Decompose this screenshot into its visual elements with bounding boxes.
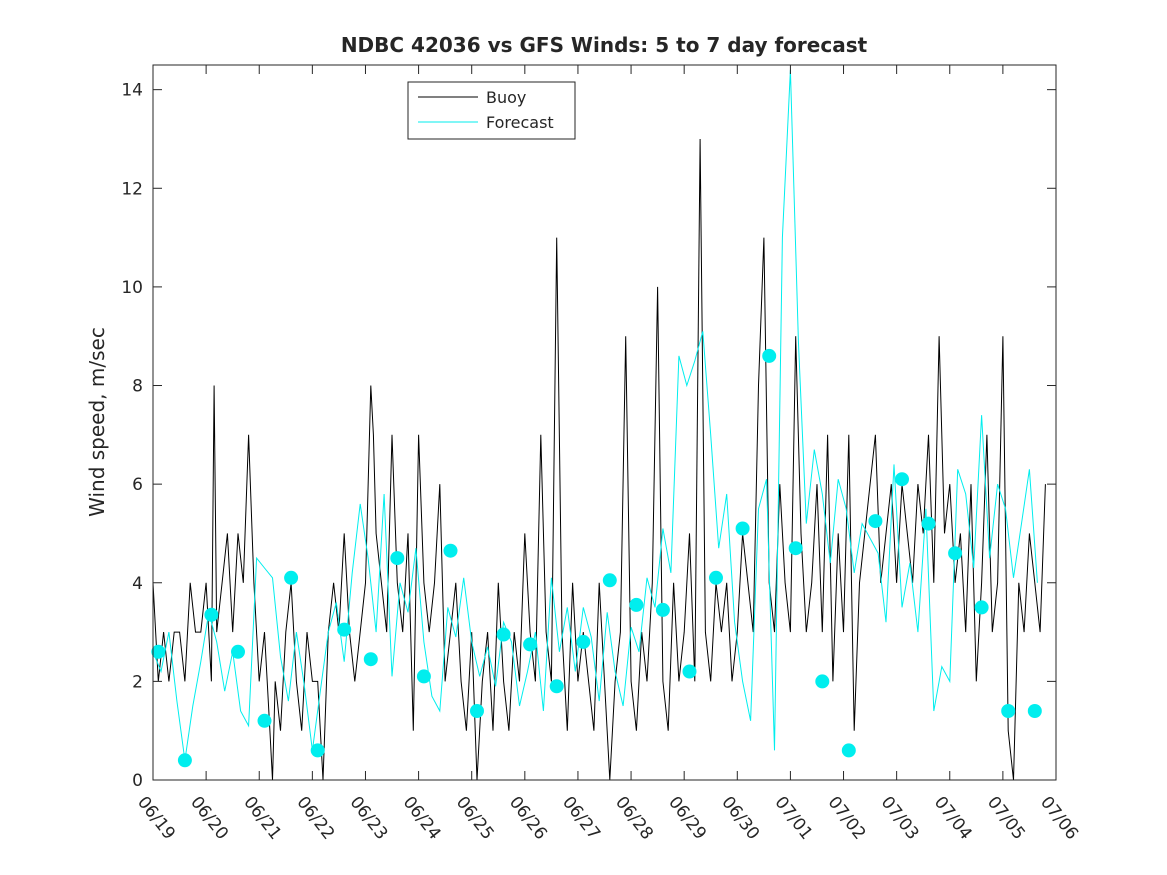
y-tick-label: 12 (121, 179, 143, 199)
x-tick-label: 06/19 (133, 793, 179, 844)
chart-title: NDBC 42036 vs GFS Winds: 5 to 7 day fore… (341, 33, 868, 57)
y-tick-label: 4 (132, 574, 143, 594)
forecast-marker (682, 664, 697, 679)
forecast-marker (841, 743, 856, 758)
x-tick-label: 06/23 (346, 793, 392, 844)
y-axis-label: Wind speed, m/sec (85, 327, 109, 517)
plot-frame (152, 64, 1057, 781)
forecast-marker (416, 669, 431, 684)
forecast-marker (1001, 704, 1016, 718)
x-tick-label: 07/03 (877, 793, 923, 844)
x-tick-label: 07/01 (770, 793, 816, 844)
forecast-marker (629, 597, 644, 612)
forecast-marker (815, 674, 830, 689)
forecast-marker (284, 570, 299, 585)
forecast-marker (443, 543, 458, 558)
x-tick-label: 06/21 (239, 793, 285, 844)
forecast-marker (310, 743, 325, 758)
x-tick-label: 06/25 (452, 793, 498, 844)
forecast-marker (948, 546, 963, 561)
forecast-marker (337, 622, 352, 637)
series-line-buoy (152, 138, 1046, 781)
legend: Buoy Forecast (407, 81, 576, 140)
forecast-marker (788, 541, 803, 556)
forecast-marker (257, 713, 272, 728)
forecast-marker (204, 607, 219, 622)
x-tick-label: 06/22 (292, 793, 338, 844)
x-tick-label: 06/27 (558, 793, 604, 844)
x-tick-label: 07/02 (824, 793, 870, 844)
forecast-marker (151, 644, 166, 659)
y-tick-label: 2 (132, 672, 143, 692)
forecast-marker (735, 521, 750, 536)
series-layer (152, 69, 1046, 781)
forecast-marker (576, 634, 591, 649)
forecast-marker (1027, 704, 1042, 718)
y-tick-label: 0 (132, 771, 143, 791)
x-tick-label: 07/05 (983, 793, 1029, 844)
y-tick-label: 8 (132, 377, 143, 397)
forecast-marker (549, 679, 564, 694)
forecast-marker (921, 516, 936, 531)
forecast-marker (177, 753, 192, 768)
forecast-marker (363, 652, 378, 667)
forecast-marker (895, 472, 909, 487)
x-tick-label: 07/04 (930, 793, 976, 844)
forecast-marker (709, 570, 723, 585)
legend-box (407, 81, 576, 140)
x-tick-label: 06/26 (505, 793, 551, 844)
forecast-marker (868, 514, 883, 529)
x-tick-label: 06/30 (717, 793, 763, 844)
forecast-marker (602, 573, 617, 588)
x-tick-label: 06/20 (186, 793, 232, 844)
x-tick-label: 06/28 (611, 793, 657, 844)
forecast-marker (974, 600, 989, 615)
x-tick-label: 07/06 (1036, 793, 1082, 844)
y-tick-label: 6 (132, 475, 143, 495)
forecast-marker (470, 704, 484, 718)
forecast-marker (496, 627, 511, 642)
legend-label-forecast: Forecast (486, 113, 554, 132)
legend-label-buoy: Buoy (486, 88, 526, 107)
forecast-marker (523, 637, 538, 652)
y-tick-label: 10 (121, 278, 143, 298)
forecast-marker (231, 644, 245, 659)
plot-background (153, 65, 1056, 780)
marker-layer (151, 348, 1042, 768)
forecast-marker (762, 348, 777, 363)
x-tick-label: 06/24 (399, 793, 445, 844)
y-tick-label: 14 (121, 81, 143, 101)
forecast-marker (655, 602, 670, 617)
x-tick-label: 06/29 (664, 793, 710, 844)
series-line-forecast (152, 69, 1038, 761)
forecast-marker (390, 551, 405, 566)
